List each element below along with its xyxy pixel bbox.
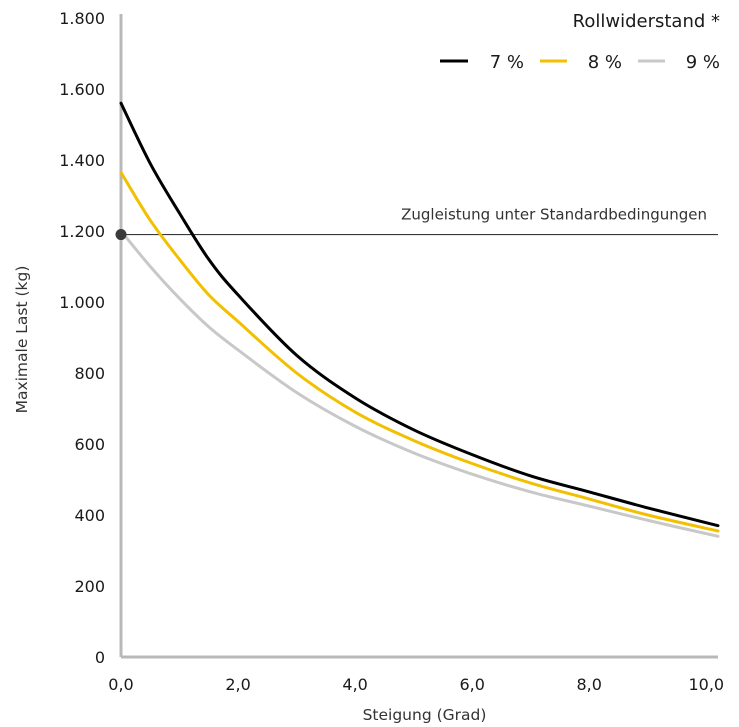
y-tick-label: 1.400: [59, 151, 105, 170]
x-tick-label: 4,0: [342, 675, 367, 694]
x-tick-label: 2,0: [225, 675, 250, 694]
y-tick-label: 400: [74, 506, 105, 525]
legend-title: Rollwiderstand *: [573, 11, 720, 32]
series-line-1: [119, 101, 720, 528]
y-tick-label: 600: [74, 435, 105, 454]
y-tick-label: 1.800: [59, 9, 105, 28]
legend: Rollwiderstand * 7 % 8 % 9 %: [440, 11, 720, 73]
series-lines: [119, 101, 720, 538]
x-tick-labels: 0,0 2,0 4,0 6,0 8,0 10,0: [108, 675, 724, 694]
legend-label-3: 9 %: [686, 52, 720, 73]
reference-line-label: Zugleistung unter Standardbedingungen: [401, 206, 707, 224]
y-tick-label: 1.000: [59, 293, 105, 312]
y-tick-label: 1.200: [59, 222, 105, 241]
reference-line-group: Zugleistung unter Standardbedingungen: [121, 206, 718, 236]
y-tick-label: 1.600: [59, 80, 105, 99]
reference-marker: [115, 229, 127, 241]
y-axis-title: Maximale Last (kg): [13, 266, 31, 414]
x-tick-label: 6,0: [459, 675, 484, 694]
y-tick-label: 0: [95, 648, 105, 667]
x-tick-label: 0,0: [108, 675, 133, 694]
y-tick-labels: 0 200 400 600 800 1.000 1.200 1.400 1.600 1.800: [59, 9, 105, 667]
series-line-2: [119, 170, 720, 533]
x-axis-title: Steigung (Grad): [363, 706, 487, 724]
y-tick-label: 800: [74, 364, 105, 383]
legend-label-1: 7 %: [490, 52, 524, 73]
y-tick-label: 200: [74, 577, 105, 596]
x-tick-label: 10,0: [688, 675, 724, 694]
series-line-3: [119, 229, 720, 538]
legend-label-2: 8 %: [588, 52, 622, 73]
axes: [119, 14, 718, 659]
x-tick-label: 8,0: [577, 675, 602, 694]
